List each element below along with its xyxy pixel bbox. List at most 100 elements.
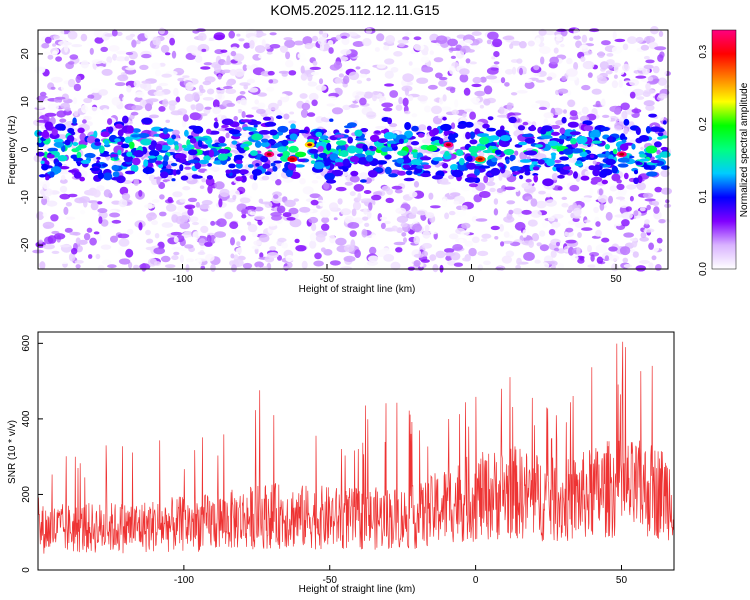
heatmap-cell bbox=[288, 120, 297, 124]
heatmap-cell bbox=[261, 39, 266, 48]
heatmap-cell bbox=[483, 98, 491, 106]
heatmap-cell bbox=[55, 56, 62, 62]
heatmap-cell bbox=[267, 102, 279, 111]
heatmap-cell bbox=[48, 47, 60, 55]
heatmap-cell bbox=[308, 148, 319, 154]
heatmap-cell bbox=[72, 142, 79, 146]
heatmap-cell bbox=[220, 49, 228, 53]
heatmap-cell bbox=[519, 159, 532, 163]
heatmap-cell bbox=[41, 197, 48, 206]
heatmap-cell bbox=[391, 225, 399, 232]
heatmap-cell bbox=[395, 207, 407, 214]
heatmap-cell bbox=[474, 90, 486, 97]
snr-x-ticks: -100 -50 0 50 bbox=[174, 565, 627, 586]
snr-y-tick-label: 600 bbox=[21, 335, 32, 352]
heatmap-cell bbox=[54, 96, 66, 100]
heatmap-cell bbox=[50, 214, 59, 222]
heatmap-cell bbox=[486, 127, 497, 132]
heatmap-cell bbox=[53, 233, 66, 240]
heatmap-cell bbox=[394, 189, 403, 194]
heatmap-cell bbox=[340, 208, 352, 216]
heatmap-cell bbox=[302, 36, 313, 45]
heatmap-cell bbox=[619, 133, 626, 141]
heatmap-cell bbox=[102, 108, 109, 117]
heatmap-cell bbox=[130, 164, 139, 173]
heatmap-cell bbox=[615, 220, 623, 227]
heatmap-cell bbox=[159, 194, 165, 200]
heatmap-cell bbox=[441, 106, 452, 112]
heatmap-cell bbox=[206, 234, 212, 244]
heatmap-cell bbox=[93, 29, 104, 38]
heatmap-cell bbox=[351, 208, 357, 217]
heatmap-cell bbox=[280, 155, 290, 162]
heatmap-cell bbox=[317, 36, 327, 46]
heatmap-cell bbox=[228, 129, 241, 135]
heatmap-cell bbox=[64, 227, 73, 233]
heatmap-cell bbox=[104, 139, 110, 146]
heatmap-cell bbox=[469, 45, 481, 50]
heatmap-cell bbox=[73, 158, 83, 162]
heatmap-cell bbox=[659, 68, 667, 77]
heatmap-cell bbox=[285, 169, 293, 178]
heatmap-cell bbox=[189, 112, 201, 121]
heatmap-cell bbox=[465, 131, 471, 140]
heatmap-cell bbox=[119, 186, 129, 196]
heatmap-cell bbox=[611, 201, 617, 207]
heatmap-cell bbox=[340, 49, 352, 55]
heatmap-cell bbox=[633, 169, 639, 175]
heatmap-cell bbox=[658, 79, 667, 86]
heatmap-cell bbox=[47, 103, 60, 111]
heatmap-cell bbox=[573, 207, 582, 217]
heatmap-cell bbox=[542, 178, 554, 187]
heatmap-cell bbox=[253, 124, 258, 128]
heatmap-cell bbox=[553, 159, 562, 163]
colorbar-tick-label: 0.1 bbox=[698, 189, 709, 203]
heatmap-cell bbox=[477, 250, 489, 257]
heatmap-cell bbox=[589, 187, 594, 196]
heatmap-cell bbox=[417, 95, 429, 102]
heatmap-cell bbox=[172, 191, 183, 198]
heatmap-cell bbox=[516, 58, 523, 64]
heatmap-cell bbox=[121, 143, 130, 149]
heatmap-cell bbox=[514, 221, 526, 231]
heatmap-cell bbox=[254, 140, 262, 148]
heatmap-cell bbox=[175, 40, 181, 50]
heatmap-cell bbox=[565, 227, 574, 233]
colorbar-tick-label: 0.0 bbox=[698, 262, 709, 276]
heatmap-cell bbox=[184, 204, 196, 210]
heatmap-cell bbox=[313, 161, 325, 170]
heatmap-cell bbox=[376, 64, 386, 69]
heatmap-cell bbox=[349, 175, 360, 183]
heatmap-cell bbox=[435, 250, 446, 259]
heatmap-cell bbox=[141, 80, 151, 84]
heatmap-cell bbox=[398, 138, 404, 144]
heatmap-cell bbox=[385, 35, 396, 44]
heatmap-cell bbox=[421, 242, 433, 249]
heatmap-cell bbox=[86, 39, 93, 47]
heatmap-cell bbox=[439, 181, 451, 185]
heatmap-cell bbox=[285, 51, 291, 60]
heatmap-cell bbox=[492, 38, 503, 48]
heatmap-cell bbox=[57, 155, 68, 162]
heatmap-cell bbox=[335, 190, 342, 200]
heatmap-cell bbox=[269, 246, 277, 251]
heatmap-cell bbox=[50, 76, 63, 83]
heatmap-cell bbox=[278, 70, 289, 74]
heatmap-cell bbox=[182, 186, 191, 191]
heatmap-cell bbox=[430, 230, 438, 235]
heatmap-cell bbox=[108, 126, 114, 133]
heatmap-cell bbox=[611, 46, 623, 54]
heatmap-cell bbox=[644, 198, 656, 202]
heatmap-cell bbox=[542, 219, 548, 229]
heatmap-cell bbox=[149, 114, 159, 119]
heatmap-cell bbox=[599, 202, 605, 211]
heatmap-cell bbox=[254, 99, 259, 105]
heatmap-cell bbox=[334, 162, 345, 167]
colorbar-tick-label: 0.3 bbox=[698, 44, 709, 58]
heatmap-cell bbox=[536, 242, 542, 247]
heatmap-cell bbox=[125, 35, 133, 41]
heatmap-peak-core bbox=[477, 157, 483, 161]
heatmap-cell bbox=[251, 245, 261, 250]
heatmap-cell bbox=[471, 216, 478, 223]
heatmap-cell bbox=[281, 242, 289, 249]
